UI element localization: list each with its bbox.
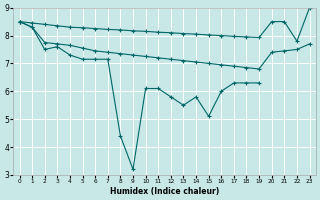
X-axis label: Humidex (Indice chaleur): Humidex (Indice chaleur) [110,187,219,196]
